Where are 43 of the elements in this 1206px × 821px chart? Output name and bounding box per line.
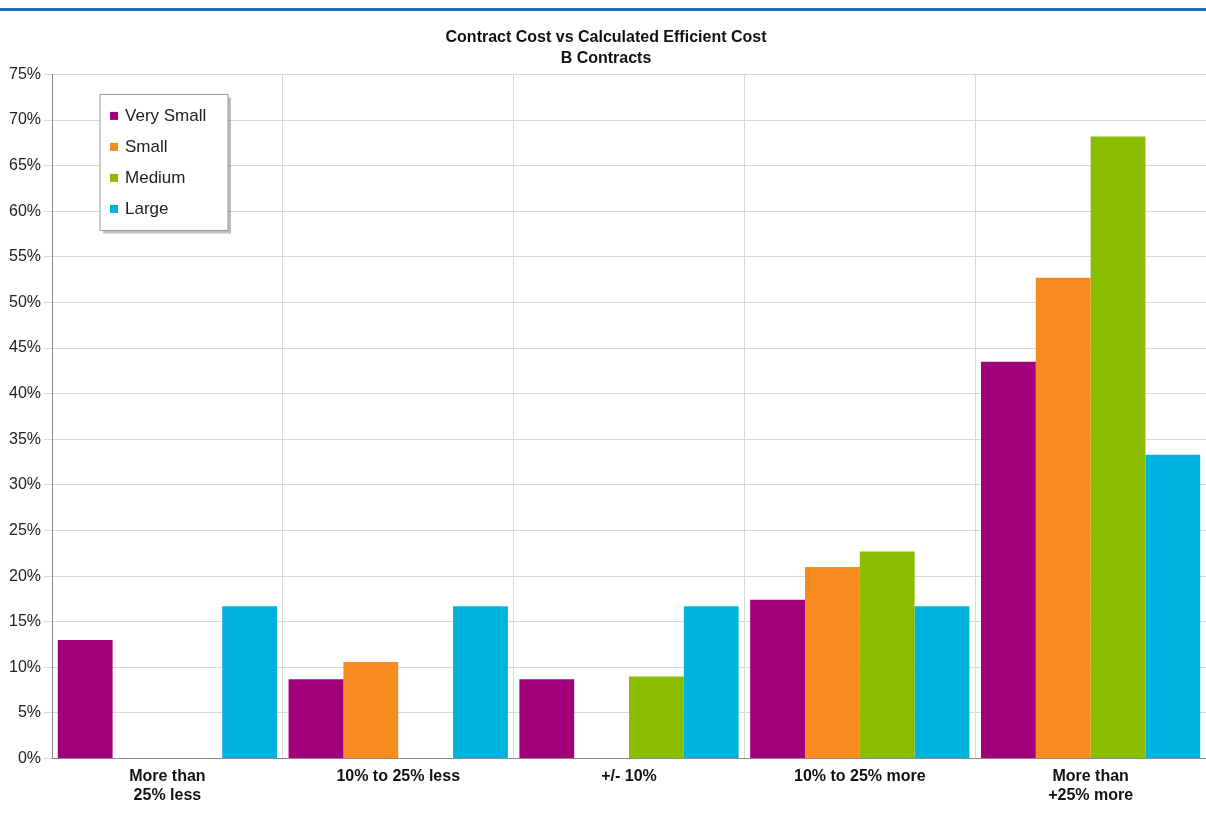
bar bbox=[914, 606, 970, 759]
y-tick-label: 70% bbox=[8, 110, 42, 128]
y-tick-label: 15% bbox=[8, 612, 42, 630]
y-tick-label: 60% bbox=[8, 201, 42, 219]
legend-label: Medium bbox=[125, 167, 186, 187]
chart-title: Contract Cost vs Calculated Efficient Cost bbox=[445, 28, 768, 46]
bar bbox=[57, 640, 113, 759]
legend-label: Small bbox=[125, 136, 168, 156]
bar bbox=[859, 551, 915, 759]
bar bbox=[222, 606, 278, 759]
bar bbox=[519, 679, 575, 759]
chart-subtitle: B Contracts bbox=[560, 49, 652, 67]
legend-label: Very Small bbox=[125, 105, 207, 125]
y-tick-label: 55% bbox=[8, 247, 42, 265]
bar bbox=[1145, 454, 1201, 759]
y-tick-label: 35% bbox=[8, 429, 42, 447]
bar bbox=[980, 361, 1036, 759]
x-tick-label: More than +25% more bbox=[1048, 766, 1134, 803]
y-tick-label: 0% bbox=[17, 749, 42, 767]
bar bbox=[288, 679, 344, 759]
y-tick-label: 45% bbox=[8, 338, 42, 356]
y-tick-label: 65% bbox=[8, 156, 42, 174]
y-tick-label: 50% bbox=[8, 292, 42, 310]
bar bbox=[1035, 277, 1091, 759]
bar bbox=[453, 606, 508, 759]
x-tick-label: More than 25% less bbox=[129, 766, 206, 803]
bar bbox=[629, 676, 684, 759]
y-tick-label: 40% bbox=[8, 384, 42, 402]
bar bbox=[750, 599, 805, 759]
x-tick-label: 10% to 25% more bbox=[794, 766, 926, 784]
y-tick-label: 20% bbox=[8, 566, 42, 584]
legend-label: Large bbox=[125, 198, 169, 218]
x-tick-label: 10% to 25% less bbox=[336, 766, 461, 784]
bar bbox=[343, 661, 399, 759]
y-tick-label: 75% bbox=[8, 64, 42, 82]
y-tick-label: 25% bbox=[8, 520, 42, 538]
y-tick-label: 10% bbox=[8, 657, 42, 675]
bar bbox=[683, 606, 739, 759]
x-tick-label: +/- 10% bbox=[601, 766, 657, 784]
bar bbox=[804, 567, 860, 759]
y-tick-label: 5% bbox=[17, 703, 42, 721]
y-tick-label: 30% bbox=[8, 475, 42, 493]
bar bbox=[1090, 136, 1146, 759]
